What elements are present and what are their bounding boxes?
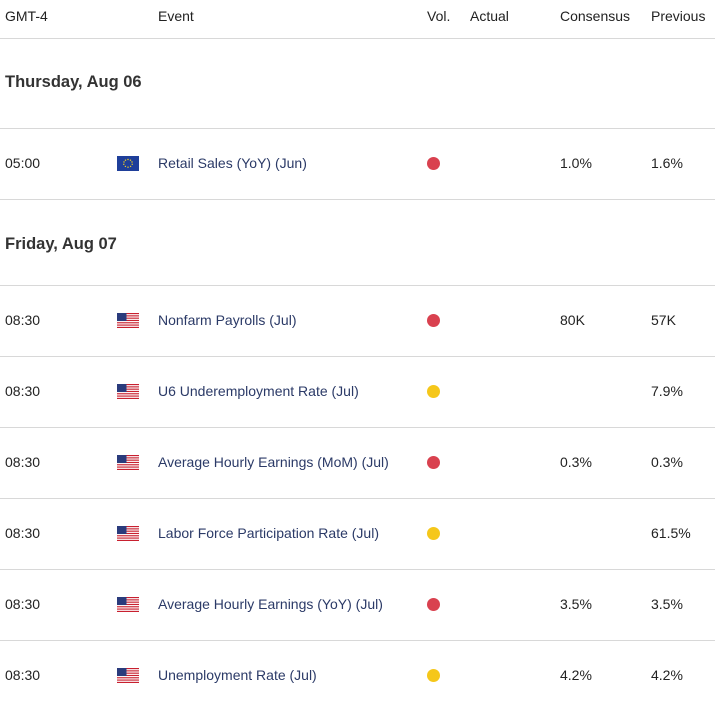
- previous-value: 0.3%: [651, 454, 683, 470]
- event-row[interactable]: 05:00 Retail Sales (YoY) (Jun) 1.0% 1.6%: [0, 129, 715, 200]
- vol-header: Vol.: [427, 8, 451, 24]
- event-time: 08:30: [5, 525, 41, 541]
- table-header: GMT-4 Event Vol. Actual Consensus Previo…: [0, 0, 715, 39]
- us-flag-icon: [117, 526, 139, 541]
- previous-value: 4.2%: [651, 667, 683, 683]
- event-row[interactable]: 08:30 Labor Force Participation Rate (Ju…: [0, 499, 715, 570]
- event-row[interactable]: 08:30 Average Hourly Earnings (YoY) (Jul…: [0, 570, 715, 641]
- volatility-high-indicator: [427, 598, 440, 611]
- volatility-high-indicator: [427, 456, 440, 469]
- event-time: 08:30: [5, 454, 41, 470]
- event-row[interactable]: 08:30 Unemployment Rate (Jul) 4.2% 4.2%: [0, 641, 715, 711]
- consensus-value: 1.0%: [560, 155, 592, 171]
- day-label: Thursday, Aug 06: [5, 73, 142, 91]
- event-name[interactable]: U6 Underemployment Rate (Jul): [158, 383, 359, 399]
- us-flag-icon: [117, 455, 139, 470]
- event-row[interactable]: 08:30 U6 Underemployment Rate (Jul) 7.9%: [0, 357, 715, 428]
- consensus-value: 3.5%: [560, 596, 592, 612]
- event-row[interactable]: 08:30 Nonfarm Payrolls (Jul) 80K 57K: [0, 286, 715, 357]
- timezone-header[interactable]: GMT-4: [5, 8, 48, 24]
- consensus-value: 4.2%: [560, 667, 592, 683]
- volatility-medium-indicator: [427, 527, 440, 540]
- day-header: Friday, Aug 07: [0, 200, 715, 286]
- day-label: Friday, Aug 07: [5, 235, 117, 253]
- event-time: 05:00: [5, 155, 41, 171]
- us-flag-icon: [117, 668, 139, 683]
- event-time: 08:30: [5, 667, 41, 683]
- previous-value: 57K: [651, 312, 676, 328]
- consensus-value: 0.3%: [560, 454, 592, 470]
- event-time: 08:30: [5, 383, 41, 399]
- event-name[interactable]: Average Hourly Earnings (MoM) (Jul): [158, 454, 389, 470]
- volatility-high-indicator: [427, 157, 440, 170]
- previous-value: 3.5%: [651, 596, 683, 612]
- consensus-header: Consensus: [560, 8, 631, 24]
- previous-value: 1.6%: [651, 155, 683, 171]
- event-name[interactable]: Average Hourly Earnings (YoY) (Jul): [158, 596, 383, 612]
- event-time: 08:30: [5, 596, 41, 612]
- volatility-high-indicator: [427, 314, 440, 327]
- event-name[interactable]: Nonfarm Payrolls (Jul): [158, 312, 297, 328]
- previous-value: 61.5%: [651, 525, 691, 541]
- previous-value: 7.9%: [651, 383, 683, 399]
- consensus-value: 80K: [560, 312, 585, 328]
- us-flag-icon: [117, 597, 139, 612]
- event-name[interactable]: Retail Sales (YoY) (Jun): [158, 155, 307, 171]
- day-header: Thursday, Aug 06: [0, 39, 715, 129]
- event-name[interactable]: Labor Force Participation Rate (Jul): [158, 525, 379, 541]
- volatility-medium-indicator: [427, 385, 440, 398]
- actual-header: Actual: [470, 8, 509, 24]
- event-name[interactable]: Unemployment Rate (Jul): [158, 667, 317, 683]
- eu-flag-icon: [117, 156, 139, 171]
- previous-header: Previous: [651, 8, 706, 24]
- us-flag-icon: [117, 384, 139, 399]
- event-header: Event: [158, 8, 194, 24]
- us-flag-icon: [117, 313, 139, 328]
- volatility-medium-indicator: [427, 669, 440, 682]
- event-row[interactable]: 08:30 Average Hourly Earnings (MoM) (Jul…: [0, 428, 715, 499]
- event-time: 08:30: [5, 312, 41, 328]
